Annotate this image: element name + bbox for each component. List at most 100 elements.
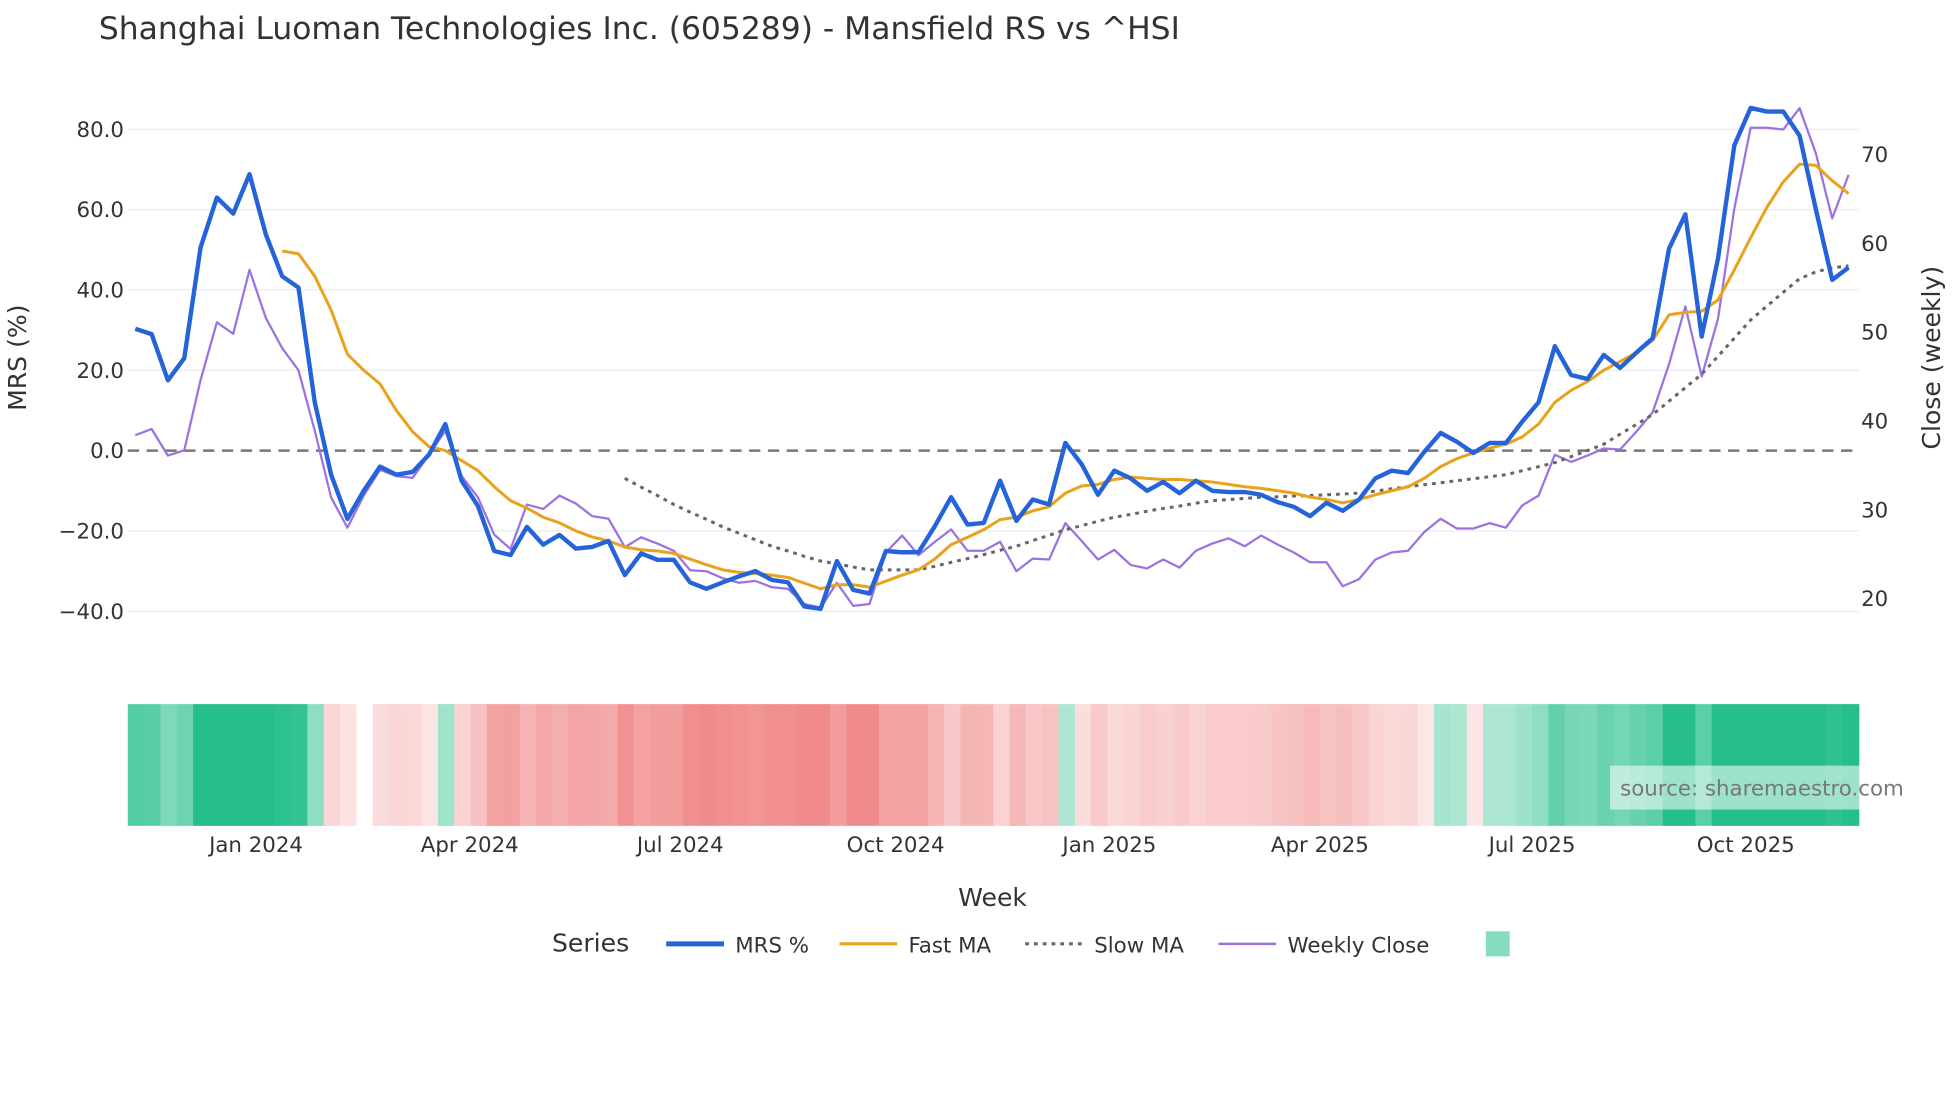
x-tick-label: Apr 2024 xyxy=(421,833,519,858)
heatmap-cell xyxy=(1091,704,1109,826)
heatmap-cell xyxy=(780,704,798,826)
heatmap-cell xyxy=(1009,704,1027,826)
legend-label-slow-ma: Slow MA xyxy=(1094,934,1184,959)
heatmap-cell xyxy=(813,704,831,826)
x-tick-label: Jan 2024 xyxy=(207,833,303,858)
heatmap-cell xyxy=(699,704,717,826)
chart-title: Shanghai Luoman Technologies Inc. (60528… xyxy=(99,11,1180,47)
y-axis-title: MRS (%) xyxy=(3,304,32,410)
heatmap-cell xyxy=(584,704,603,826)
y2-tick-label: 60 xyxy=(1861,232,1888,257)
heatmap-cell xyxy=(1401,704,1419,826)
heatmap-cell xyxy=(568,704,586,826)
heatmap-strip xyxy=(127,704,1860,826)
y-axis-left: 80.0 60.0 40.0 20.0 0.0 −20.0 −40.0 xyxy=(59,118,124,625)
x-tick-label: Jan 2025 xyxy=(1060,833,1156,858)
heatmap-cell xyxy=(764,704,782,826)
heatmap-cell xyxy=(829,704,847,826)
heatmap-cell xyxy=(1352,704,1370,826)
heatmap-cell xyxy=(1156,704,1174,826)
heatmap-cell xyxy=(944,704,962,826)
heatmap-cell xyxy=(258,704,276,826)
heatmap-cell xyxy=(911,704,929,826)
y-tick-label: 80.0 xyxy=(77,118,125,143)
legend-item-slow-ma[interactable]: Slow MA xyxy=(1025,934,1184,959)
series-line-weekly-close xyxy=(134,107,1850,609)
y2-tick-label: 30 xyxy=(1861,498,1888,523)
heatmap-cell xyxy=(454,704,472,826)
x-axis: Jan 2024 Apr 2024 Jul 2024 Oct 2024 Jan 2025… xyxy=(207,833,1795,858)
heatmap-cell xyxy=(1238,704,1256,826)
heatmap-cell xyxy=(1385,704,1403,826)
heatmap-cell xyxy=(1107,704,1125,826)
heatmap-cell xyxy=(1532,704,1550,826)
legend-label-mrs: MRS % xyxy=(735,934,809,959)
heatmap-cell xyxy=(1058,704,1076,826)
heatmap-cell xyxy=(993,704,1011,826)
heatmap-cell xyxy=(1499,704,1517,826)
y-tick-label: 0.0 xyxy=(90,439,124,464)
heatmap-cell xyxy=(1336,704,1354,826)
legend-item-mrs[interactable]: MRS % xyxy=(666,934,809,959)
heatmap-cell xyxy=(976,704,994,826)
heatmap-cell xyxy=(1483,704,1501,826)
heatmap-cell xyxy=(470,704,488,826)
heatmap-cell xyxy=(209,704,227,826)
heatmap-cell xyxy=(323,704,341,826)
heatmap-cell xyxy=(1270,704,1288,826)
heatmap-cell xyxy=(160,704,178,826)
x-tick-label: Oct 2025 xyxy=(1697,833,1795,858)
series-line-mrs xyxy=(134,105,1850,612)
series-line-fast-ma xyxy=(281,162,1850,591)
heatmap-cell xyxy=(1319,704,1337,826)
heatmap-cell xyxy=(1172,704,1190,826)
legend: Series MRS % Fast MA Slow MA Weekly Clos… xyxy=(552,928,1510,959)
heatmap-cell xyxy=(862,704,880,826)
y2-tick-label: 20 xyxy=(1861,587,1888,612)
x-tick-label: Jul 2024 xyxy=(635,833,724,858)
heatmap-cell xyxy=(748,704,766,826)
heatmap-cell xyxy=(1287,704,1305,826)
heatmap-cell xyxy=(927,704,945,826)
heatmap-cell xyxy=(552,704,570,826)
y-tick-label: −20.0 xyxy=(59,519,124,544)
heatmap-cell xyxy=(1466,704,1484,826)
series-lines xyxy=(134,105,1850,612)
x-tick-label: Oct 2024 xyxy=(847,833,945,858)
heatmap-cell xyxy=(1074,704,1092,826)
legend-label-fast-ma: Fast MA xyxy=(908,934,991,959)
heatmap-cell xyxy=(878,704,896,826)
x-tick-label: Apr 2025 xyxy=(1271,833,1369,858)
heatmap-cell xyxy=(1434,704,1452,826)
heatmap-cell xyxy=(1221,704,1239,826)
heatmap-cell xyxy=(682,704,701,826)
heatmap-cell xyxy=(193,704,211,826)
x-tick-label: Jul 2025 xyxy=(1487,833,1576,858)
y-tick-label: 40.0 xyxy=(77,278,125,303)
heatmap-cell xyxy=(1025,704,1043,826)
heatmap-cell xyxy=(144,704,162,826)
legend-label-weekly-close: Weekly Close xyxy=(1288,934,1430,959)
heatmap-cell xyxy=(1564,704,1582,826)
heatmap-cell xyxy=(372,704,390,826)
series-line-slow-ma xyxy=(624,264,1849,572)
heatmap-cell xyxy=(274,704,292,826)
heatmap-cell xyxy=(1189,704,1207,826)
y2-tick-label: 70 xyxy=(1861,143,1888,168)
y-tick-label: 60.0 xyxy=(77,198,125,223)
heatmap-cell xyxy=(519,704,537,826)
heatmap-cell xyxy=(960,704,978,826)
heatmap-cell xyxy=(1548,704,1566,826)
legend-swatch-heatmap[interactable] xyxy=(1485,931,1510,957)
heatmap-cell xyxy=(1303,704,1321,826)
heatmap-cell xyxy=(291,704,309,826)
heatmap-cell xyxy=(617,704,635,826)
source-annotation-bg xyxy=(1610,765,1939,810)
heatmap-cell xyxy=(503,704,521,826)
heatmap-cell xyxy=(1581,704,1599,826)
legend-item-weekly-close[interactable]: Weekly Close xyxy=(1218,934,1429,959)
heatmap-cell xyxy=(242,704,260,826)
legend-item-fast-ma[interactable]: Fast MA xyxy=(839,934,991,959)
legend-title: Series xyxy=(552,928,629,957)
heatmap-cell xyxy=(633,704,652,826)
